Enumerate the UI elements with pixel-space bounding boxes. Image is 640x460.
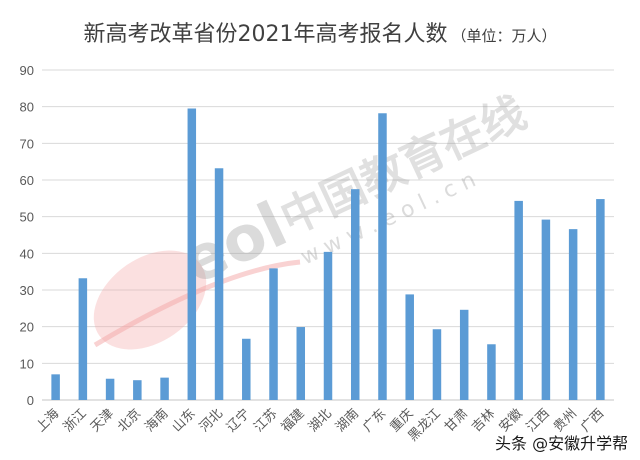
y-tick-label: 20: [20, 320, 34, 335]
x-tick-label: 湖北: [306, 406, 335, 435]
x-tick-label: 广东: [360, 406, 389, 435]
x-tick-label: 浙江: [61, 406, 90, 435]
eol-logo-swoosh: [93, 250, 207, 350]
y-tick-label: 90: [20, 63, 34, 78]
y-tick-label: 30: [20, 283, 34, 298]
bar-河北: [214, 168, 224, 400]
x-tick-label: 山东: [170, 406, 199, 435]
bar-浙江: [78, 278, 88, 400]
y-tick-label: 70: [20, 136, 34, 151]
y-tick-label: 50: [20, 210, 34, 225]
bar-湖南: [350, 189, 360, 400]
bar-江西: [541, 219, 551, 400]
x-tick-label: 北京: [115, 406, 144, 435]
chart-unit-label: （单位：万人）: [451, 27, 557, 45]
x-tick-label: 天津: [88, 406, 117, 435]
x-tick-label: 河北: [197, 406, 226, 435]
y-tick-label: 60: [20, 173, 34, 188]
bar-山东: [187, 108, 197, 400]
eol-logo-swoosh-line: [93, 259, 301, 348]
bar-吉林: [487, 344, 496, 400]
x-tick-label: 辽宁: [223, 406, 253, 436]
chart-title: 新高考改革省份2021年高考报名人数 （单位：万人）: [0, 16, 640, 48]
x-tick-label: 吉林: [469, 406, 498, 435]
y-tick-label: 80: [20, 100, 34, 115]
bars: [51, 108, 605, 401]
bar-重庆: [405, 294, 414, 400]
bar-辽宁: [242, 338, 251, 400]
bar-安徽: [514, 200, 523, 400]
bar-广东: [378, 113, 387, 401]
bar-贵州: [568, 229, 578, 400]
x-tick-label: 湖南: [332, 406, 362, 436]
chart-title-text: 新高考改革省份2021年高考报名人数: [83, 22, 448, 47]
bar-海南: [160, 377, 169, 400]
credit-watermark: 头条 @安徽升学帮: [495, 434, 629, 453]
bar-江苏: [269, 268, 278, 400]
x-tick-label: 福建: [279, 406, 308, 435]
y-tick-label: 10: [20, 356, 34, 371]
bar-上海: [51, 374, 60, 400]
x-tick-label: 甘肃: [442, 406, 471, 435]
x-tick-label: 上海: [33, 406, 62, 435]
y-axis-ticks: 0 10 20 30 40 50 60 70 80 90: [20, 63, 34, 408]
bar-黑龙江: [432, 329, 442, 400]
y-tick-label: 40: [20, 246, 34, 261]
bar-甘肃: [459, 309, 469, 400]
bar-天津: [105, 378, 115, 400]
x-tick-label: 海南: [142, 406, 172, 436]
bar-北京: [133, 380, 142, 400]
bar-湖北: [323, 251, 333, 400]
bar-广西: [596, 199, 605, 400]
y-tick-label: 0: [27, 393, 34, 408]
bar-福建: [296, 327, 306, 400]
x-tick-label: 江苏: [251, 406, 281, 436]
